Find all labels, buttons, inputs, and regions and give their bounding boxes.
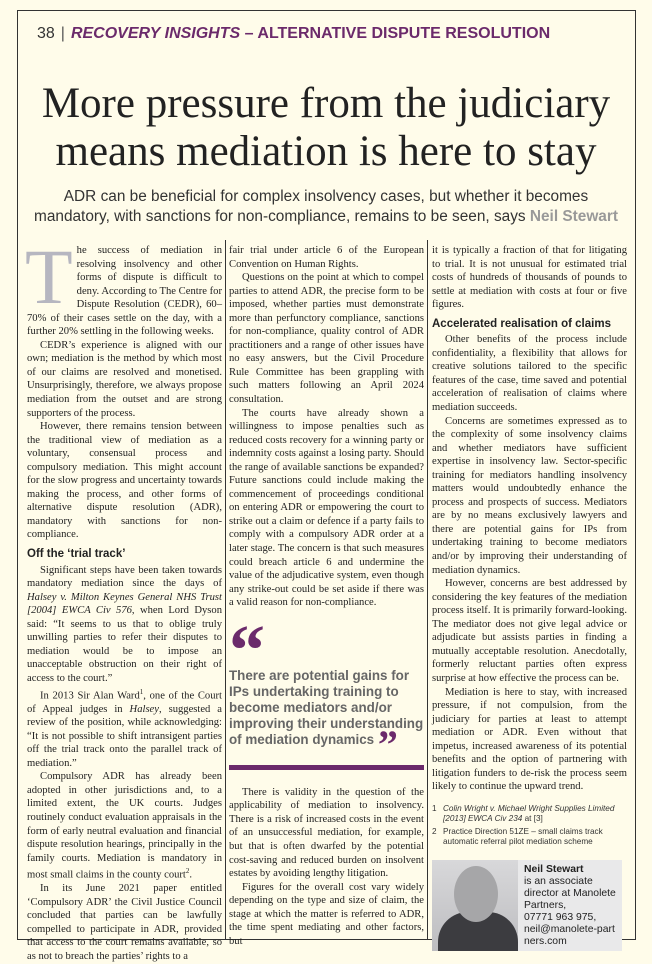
paragraph: However, there remains tension between t…	[27, 421, 222, 541]
paragraph: Figures for the overall cost vary widely…	[229, 881, 424, 947]
paragraph: Compulsory ADR has already been adopted …	[27, 771, 222, 881]
footnotes: 1 Colin Wright v. Michael Wright Supplies…	[432, 804, 627, 848]
standfirst-text: ADR can be beneficial for complex insolv…	[34, 188, 589, 225]
page-number: 38	[37, 25, 55, 42]
author-phone: 07771 963 975,	[524, 911, 597, 923]
paragraph: In 2013 Sir Alan Ward1, one of the Court…	[27, 687, 223, 769]
author-email[interactable]: neil@manolete-partners.com	[524, 923, 615, 947]
paragraph: Mediation is here to stay, with increase…	[432, 686, 627, 793]
standfirst: ADR can be beneficial for complex insolv…	[25, 187, 627, 227]
column-3: it is typically a fraction of that for l…	[432, 244, 627, 951]
open-quote-icon: “	[229, 609, 265, 690]
author-role: is an associate director at Manolete Par…	[524, 875, 616, 911]
byline-author: Neil Stewart	[529, 208, 618, 225]
footnote: 1 Colin Wright v. Michael Wright Supplies…	[432, 803, 615, 824]
column-divider	[427, 240, 428, 940]
page-frame	[17, 10, 636, 940]
pull-quote-text: There are potential gains for IPs undert…	[229, 667, 424, 747]
paragraph: Other benefits of the process include co…	[432, 334, 627, 414]
subheading: Accelerated realisation of claims	[432, 317, 611, 330]
pull-quote: “ There are potential gains for IPs unde…	[229, 609, 424, 770]
subheading: Off the ‘trial track’	[27, 548, 126, 561]
paragraph: Concerns are sometimes expressed as to t…	[432, 415, 627, 576]
paragraph: CEDR’s experience is aligned with our ow…	[27, 339, 222, 419]
paragraph: The courts have already shown a willingn…	[229, 407, 424, 609]
drop-cap: T	[25, 233, 73, 320]
footnote: 2 Practice Direction 51ZE – small claims …	[432, 826, 603, 847]
subsection-name: – ALTERNATIVE DISPUTE RESOLUTION	[244, 25, 551, 42]
paragraph: In its June 2021 paper entitled ‘Compuls…	[27, 883, 222, 962]
paragraph: There is validity in the question of the…	[229, 786, 424, 880]
paragraph: However, concerns are best addressed by …	[432, 578, 627, 684]
section-header: 38 | RECOVERY INSIGHTS – ALTERNATIVE DISPU…	[37, 25, 551, 42]
article-title: More pressure from the judiciary means m…	[41, 80, 611, 175]
author-bio: Neil Stewart is an associate director at…	[432, 859, 622, 951]
paragraph: fair trial under article 6 of the Europe…	[229, 245, 424, 270]
section-name: RECOVERY INSIGHTS	[70, 25, 241, 42]
column-2: fair trial under article 6 of the Europe…	[229, 244, 424, 948]
author-photo	[432, 859, 518, 951]
author-name: Neil Stewart	[524, 863, 584, 875]
paragraph: Significant steps have been taken toward…	[27, 564, 223, 684]
pull-quote-rule	[229, 764, 424, 770]
paragraph: Questions on the point at which to compe…	[229, 272, 424, 406]
close-quote-icon: ”	[377, 721, 398, 767]
column-divider	[225, 240, 226, 940]
paragraph: it is typically a fraction of that for l…	[432, 245, 627, 311]
